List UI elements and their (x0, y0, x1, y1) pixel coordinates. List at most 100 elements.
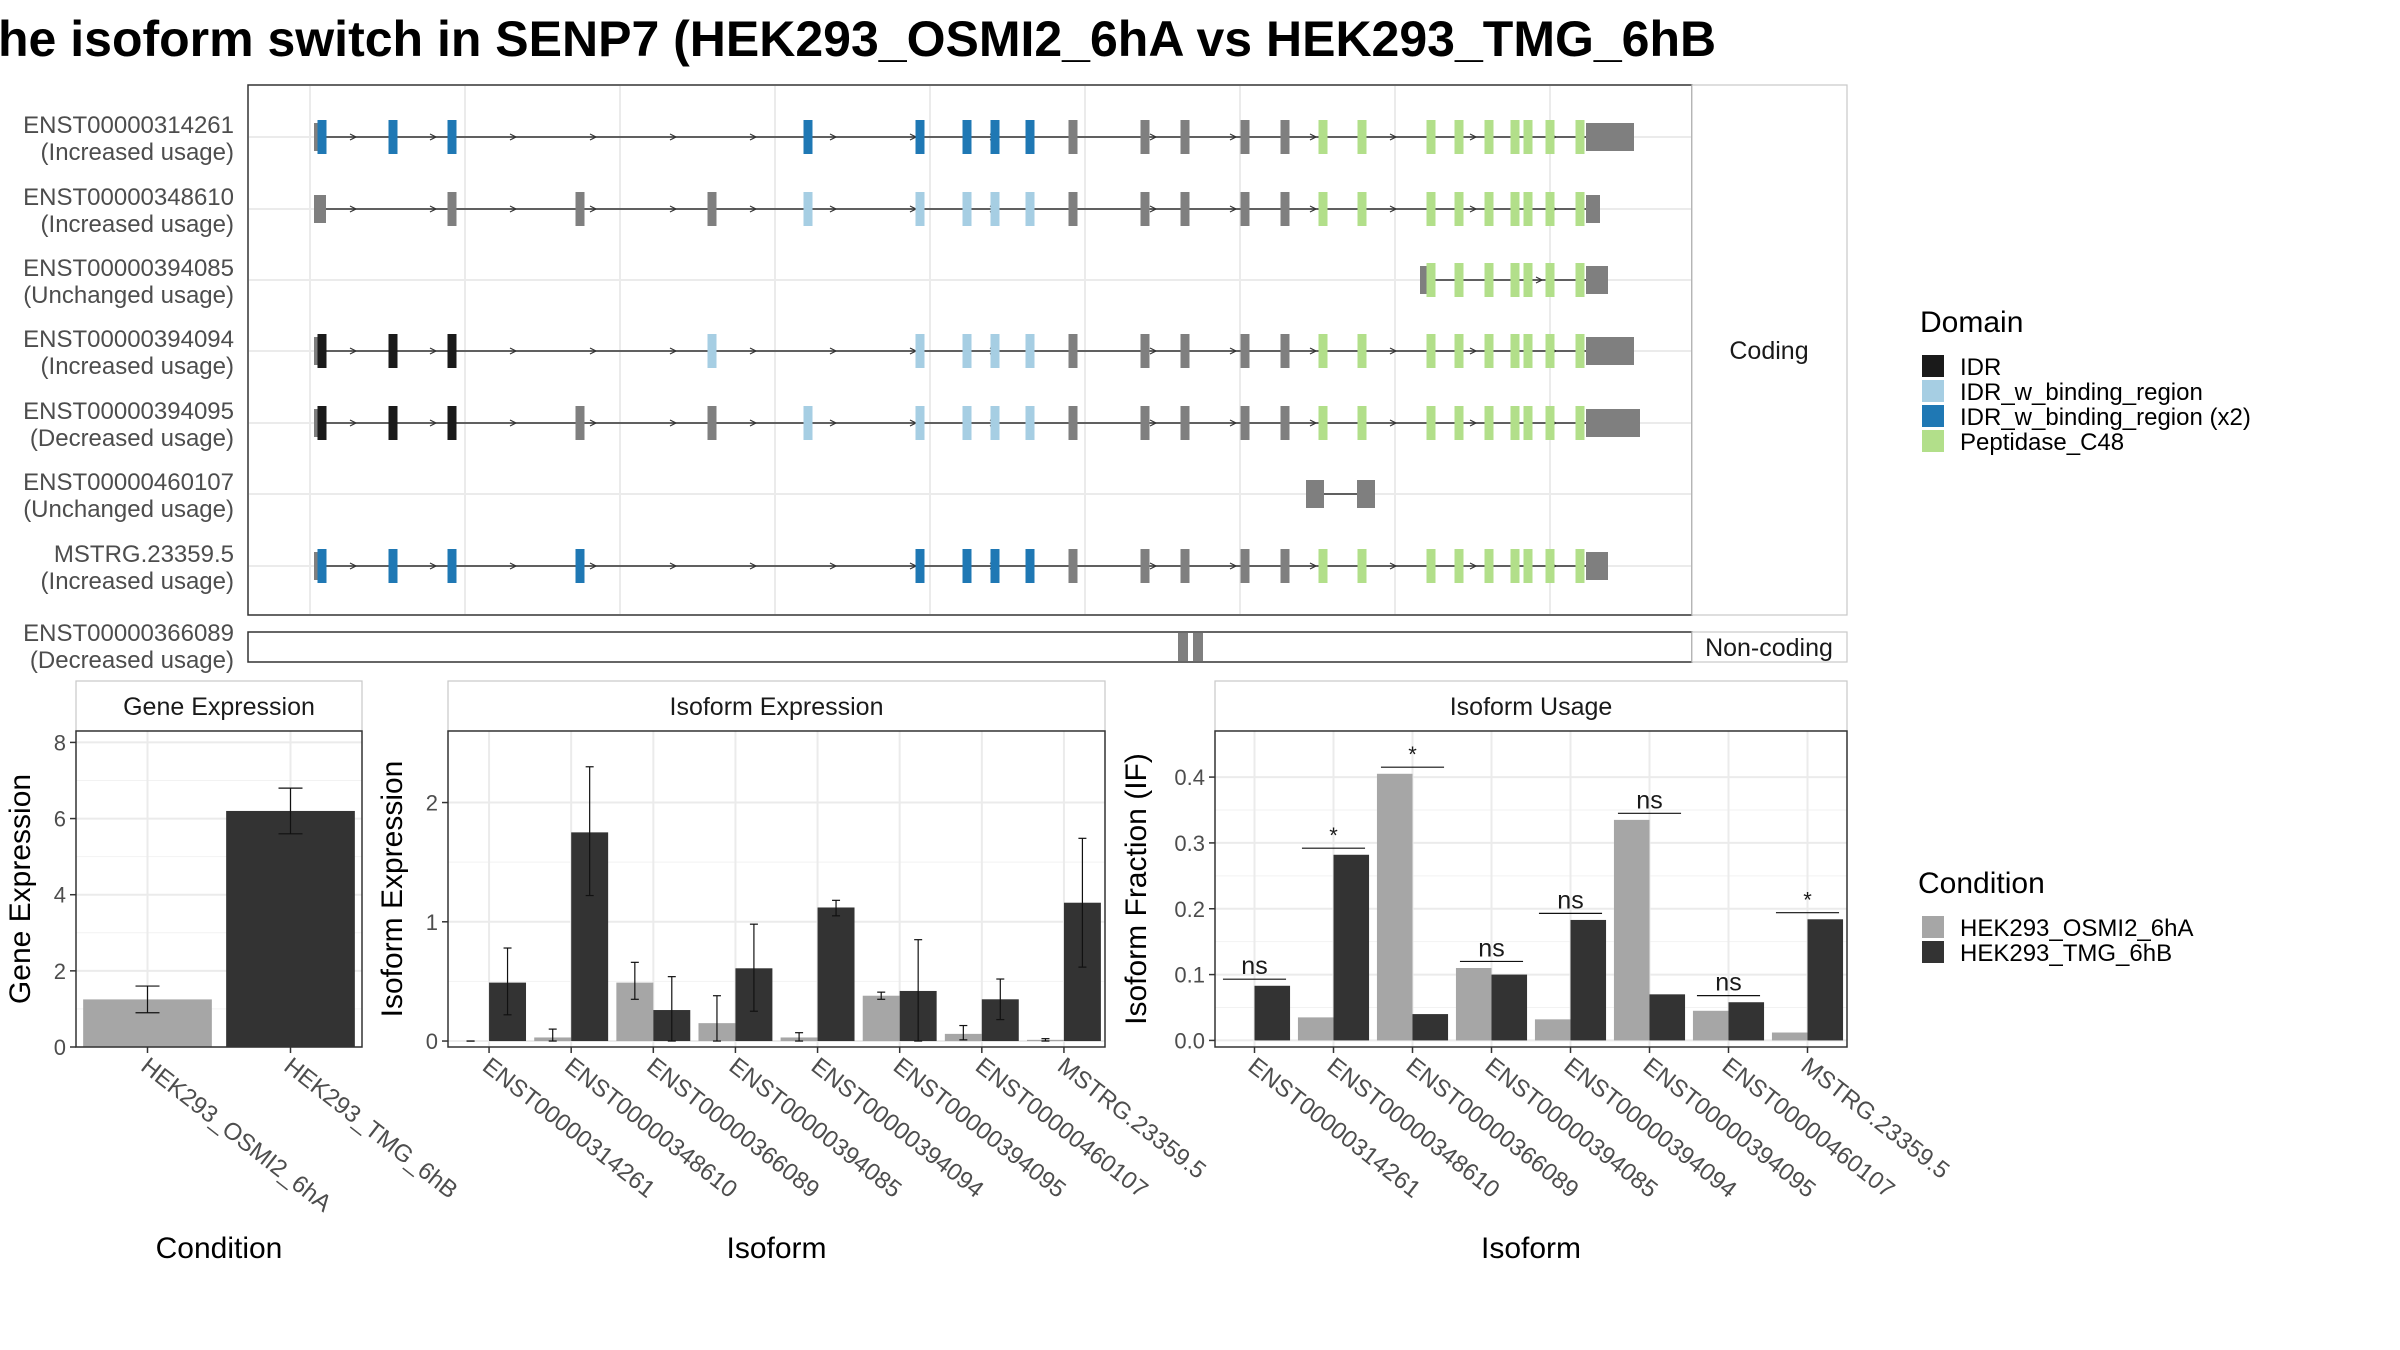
legend-key-idr-binding-x2 (1922, 405, 1944, 427)
exon (803, 192, 813, 226)
exon (707, 406, 717, 440)
transcript-row: ENST00000394085(Unchanged usage) (23, 255, 1691, 309)
exon (1426, 549, 1436, 583)
transcript-usage-label: (Increased usage) (41, 568, 234, 595)
noncoding-strip (1691, 631, 1848, 663)
exon (1357, 192, 1367, 226)
direction-arrow (749, 419, 758, 427)
transcript-id-label: ENST00000394085 (23, 255, 234, 282)
transcript-usage-label: (Unchanged usage) (23, 496, 234, 523)
exon (1357, 334, 1367, 368)
exon (1025, 549, 1035, 583)
exon (1240, 120, 1250, 154)
exon (1140, 120, 1150, 154)
direction-arrow (1149, 347, 1158, 355)
bar (1570, 919, 1607, 1041)
exon (1484, 406, 1494, 440)
exon (1180, 334, 1190, 368)
direction-arrow (1309, 562, 1318, 570)
noncoding-panel (247, 631, 1693, 663)
direction-arrow (749, 133, 758, 141)
exon (1280, 334, 1290, 368)
transcript-usage-label: (Decreased usage) (30, 425, 234, 452)
direction-arrow (669, 562, 678, 570)
direction-arrow (1229, 205, 1238, 213)
y-tick-label: 4 (54, 883, 66, 908)
exon (1575, 263, 1585, 297)
direction-arrow (829, 205, 838, 213)
bar (1297, 1017, 1334, 1041)
y-tick-label: 0.0 (1174, 1028, 1205, 1053)
transcript-usage-label: (Increased usage) (41, 139, 234, 166)
exon (915, 120, 925, 154)
exon (915, 549, 925, 583)
direction-arrow (429, 419, 438, 427)
domain-legend: Domain IDR IDR_w_binding_region IDR_w_bi… (1920, 306, 2251, 456)
exon (1575, 120, 1585, 154)
legend-key-idr (1922, 355, 1944, 377)
exon (1523, 192, 1533, 226)
direction-arrow (669, 205, 678, 213)
direction-arrow (509, 133, 518, 141)
direction-arrow (1389, 133, 1398, 141)
bar (1376, 773, 1413, 1041)
exon (707, 192, 717, 226)
transcript-usage-label: (Unchanged usage) (23, 282, 234, 309)
transcript-usage-label: (Increased usage) (41, 353, 234, 380)
figure-title: he isoform switch in SENP7 (HEK293_OSMI2… (0, 11, 1716, 67)
exon (1575, 192, 1585, 226)
panel-border (75, 730, 363, 1048)
significance-label: ns (1636, 786, 1662, 814)
exon (990, 334, 1000, 368)
exon (1454, 192, 1464, 226)
isoform-expression-chart: Isoform Expression012ENST00000314261ENST… (376, 680, 1211, 1265)
exon (1484, 192, 1494, 226)
exon (1068, 406, 1078, 440)
bar (1613, 819, 1650, 1041)
exon (1025, 406, 1035, 440)
exon (317, 120, 327, 154)
direction-arrow (349, 419, 358, 427)
exon (1426, 406, 1436, 440)
direction-arrow (429, 347, 438, 355)
bar (226, 810, 355, 1047)
transcript-usage-label: (Decreased usage) (30, 647, 234, 674)
condition-legend: Condition HEK293_OSMI2_6hA HEK293_TMG_6h… (1918, 867, 2193, 967)
direction-arrow (349, 133, 358, 141)
exon (1454, 263, 1464, 297)
exon (1426, 334, 1436, 368)
exon (1280, 120, 1290, 154)
exon (1193, 633, 1203, 661)
exon (803, 120, 813, 154)
direction-arrow (749, 205, 758, 213)
bar (1534, 1019, 1571, 1041)
exon (1426, 120, 1436, 154)
transcript-row: MSTRG.23359.5(Increased usage) (41, 541, 1691, 595)
exon (1068, 334, 1078, 368)
transcript-id-label: ENST00000394095 (23, 398, 234, 425)
coding-strip-label: Coding (1729, 337, 1808, 365)
plot-background (448, 731, 1105, 1047)
exon (1484, 549, 1494, 583)
exon (1523, 406, 1533, 440)
utr-block (1586, 337, 1634, 365)
direction-arrow (1389, 419, 1398, 427)
exon (317, 549, 327, 583)
significance-label: ns (1241, 952, 1267, 980)
bar (1771, 1032, 1808, 1041)
exon (1280, 549, 1290, 583)
direction-arrow (429, 133, 438, 141)
x-axis-title: Condition (156, 1232, 283, 1265)
exon (1454, 334, 1464, 368)
exon (1575, 549, 1585, 583)
exon (575, 192, 585, 226)
y-tick-label: 0 (426, 1029, 438, 1054)
exon (1454, 120, 1464, 154)
legend-label-idr-binding-x2: IDR_w_binding_region (x2) (1960, 404, 2251, 431)
noncoding-strip-label: Non-coding (1705, 634, 1833, 662)
direction-arrow (1469, 133, 1478, 141)
exon (317, 406, 327, 440)
direction-arrow (1469, 347, 1478, 355)
y-tick-label: 0.3 (1174, 831, 1205, 856)
